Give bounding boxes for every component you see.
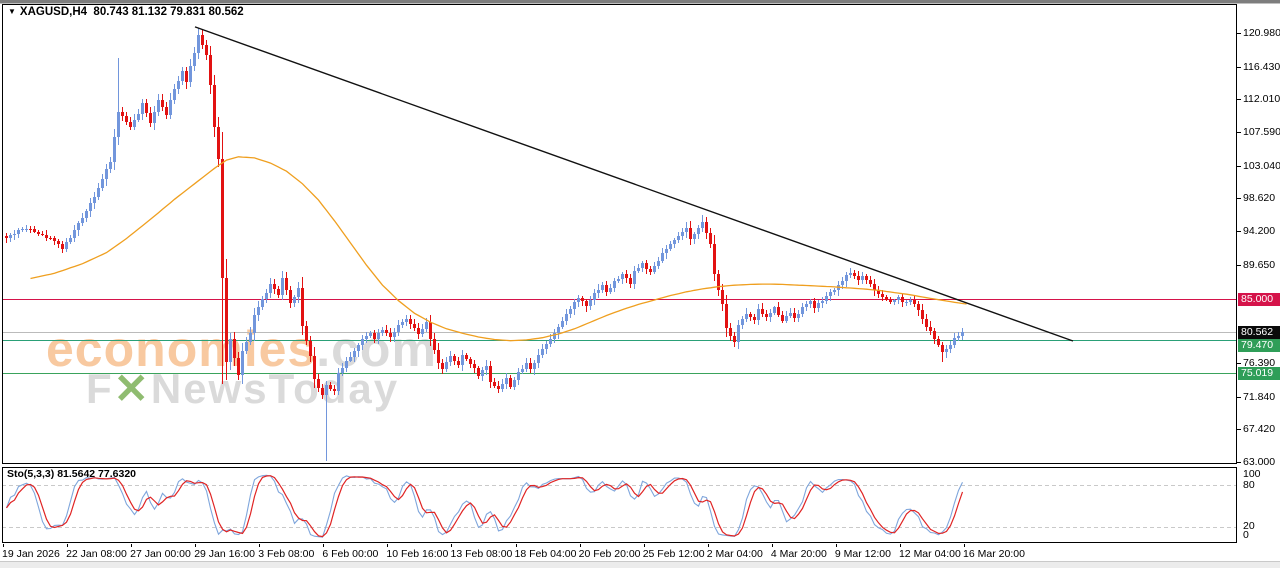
price-axis-label: 98.620 — [1243, 192, 1276, 205]
price-axis-label: 116.430 — [1243, 60, 1280, 73]
time-axis-label: 12 Mar 04:00 — [898, 548, 961, 560]
stochastic-d-line — [6, 475, 964, 538]
watermark-news-prefix: F — [86, 365, 114, 412]
stochastic-k-line — [5, 474, 963, 538]
chevron-down-icon[interactable]: ▼ — [8, 6, 16, 16]
window-bottom-edge — [0, 561, 1280, 568]
watermark-economies: economies.com — [46, 320, 437, 378]
price-axis-label: 94.200 — [1243, 225, 1276, 238]
stochastic-name: Sto(5,3,3) — [7, 468, 55, 480]
watermark-news-suffix: NewsToday — [150, 365, 400, 412]
time-axis-label: 29 Jan 16:00 — [194, 548, 255, 560]
time-axis-label: 19 Jan 2026 — [2, 548, 60, 560]
watermark-brand-text: economies — [46, 321, 317, 377]
window-top-edge — [0, 0, 1280, 4]
stochastic-scale-label: 0 — [1243, 529, 1249, 541]
price-axis-label: 89.650 — [1243, 258, 1276, 271]
price-badge: 85.000 — [1238, 292, 1280, 306]
time-axis-label: 3 Feb 08:00 — [258, 548, 315, 560]
time-axis-label: 9 Mar 12:00 — [834, 548, 891, 560]
moving-average-line — [30, 156, 967, 342]
symbol-label: XAGUSD,H4 — [19, 6, 88, 18]
ohlc-values: 80.743 81.132 79.831 80.562 — [93, 6, 244, 18]
watermark-domain-text: .com — [316, 321, 437, 377]
time-axis-label: 2 Mar 04:00 — [706, 548, 763, 560]
stochastic-panel-border — [2, 467, 1237, 543]
time-axis-label: 16 Mar 20:00 — [963, 548, 1025, 560]
symbol-header[interactable]: ▼ XAGUSD,H4 80.743 81.132 79.831 80.562 — [8, 6, 244, 18]
trendline — [194, 26, 1074, 342]
price-axis-label: 103.040 — [1243, 159, 1280, 172]
price-badge: 80.562 — [1238, 325, 1280, 339]
price-axis-label: 67.420 — [1243, 423, 1276, 436]
price-axis-label: 107.590 — [1243, 126, 1280, 139]
stochastic-scale-label: 80 — [1243, 479, 1255, 491]
fx-cross-icon: ✕ — [113, 365, 151, 412]
time-axis-label: 22 Jan 08:00 — [66, 548, 127, 560]
stochastic-label: Sto(5,3,3) 81.5642 77.6320 — [7, 468, 136, 480]
watermark-fxnewstoday: F✕NewsToday — [86, 364, 399, 413]
time-axis-label: 4 Mar 20:00 — [770, 548, 827, 560]
candlesticks — [5, 28, 964, 461]
main-panel-border — [2, 4, 1237, 464]
horizontal-levels — [3, 299, 1236, 374]
time-axis-label: 20 Feb 20:00 — [578, 548, 641, 560]
price-badge: 75.019 — [1238, 366, 1280, 380]
price-axis-label: 63.000 — [1243, 456, 1276, 468]
stochastic-scale-label: 100 — [1243, 468, 1261, 480]
price-badge: 79.470 — [1238, 338, 1280, 352]
price-axis-label: 71.840 — [1243, 390, 1276, 403]
axis-ticks — [3, 33, 1241, 547]
time-axis-label: 18 Feb 04:00 — [514, 548, 577, 560]
time-axis-label: 10 Feb 16:00 — [386, 548, 449, 560]
price-axis-label: 112.010 — [1243, 93, 1280, 106]
stochastic-plot — [3, 474, 1236, 538]
price-axis-label: 120.980 — [1243, 27, 1280, 39]
time-axis-label: 13 Feb 08:00 — [450, 548, 513, 560]
stochastic-scale-label: 20 — [1243, 520, 1255, 532]
time-axis-label: 6 Feb 00:00 — [322, 548, 379, 560]
time-axis-label: 27 Jan 00:00 — [130, 548, 191, 560]
price-axis-label: 76.390 — [1243, 356, 1276, 369]
time-axis-label: 25 Feb 12:00 — [642, 548, 705, 560]
stochastic-values: 81.5642 77.6320 — [57, 468, 137, 480]
